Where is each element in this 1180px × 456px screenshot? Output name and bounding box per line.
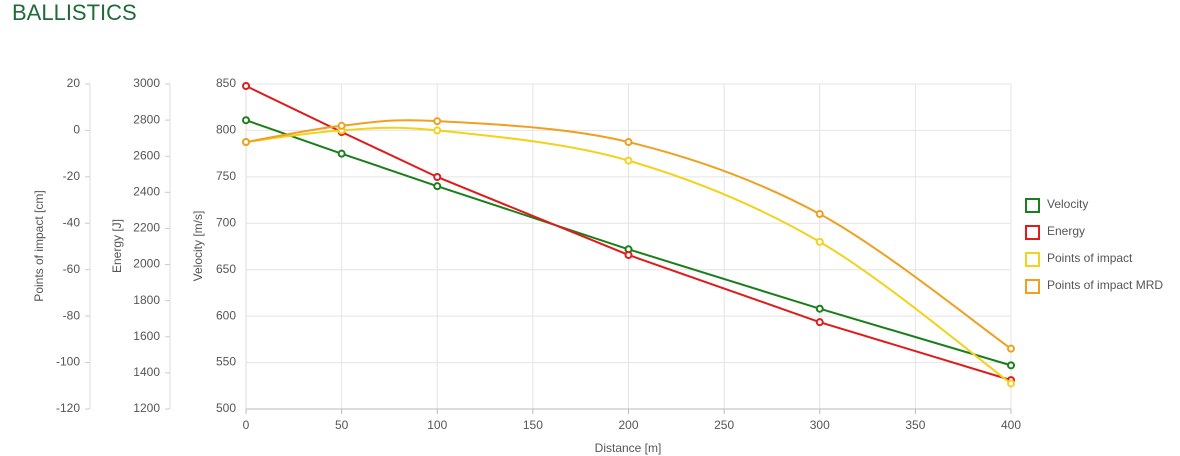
y2-tick-label: 2400 <box>133 185 160 199</box>
y2-tick-label: 1400 <box>133 365 160 379</box>
legend-label: Velocity <box>1047 197 1088 211</box>
y2-tick-label: 1800 <box>133 293 160 307</box>
x-tick-label: 50 <box>335 418 349 432</box>
y2-tick-label: 3000 <box>133 76 160 90</box>
x-tick-label: 300 <box>810 418 830 432</box>
x-tick-label: 100 <box>427 418 447 432</box>
y2-tick-label: 2600 <box>133 148 160 162</box>
legend-label: Points of impact MRD <box>1047 278 1163 292</box>
y3-tick-label: -20 <box>63 169 81 183</box>
y-tick-label: 800 <box>216 123 236 137</box>
legend-swatch <box>1025 225 1040 240</box>
y2-tick-label: 2800 <box>133 112 160 126</box>
x-tick-label: 350 <box>905 418 925 432</box>
point <box>337 149 346 158</box>
point <box>815 304 824 313</box>
legend-swatch <box>1025 279 1040 294</box>
legend-swatch <box>1025 198 1040 213</box>
x-tick-label: 200 <box>618 418 638 432</box>
y3-tick-label: -120 <box>56 401 80 415</box>
y3-tick-label: -40 <box>63 215 81 229</box>
y2-axis-title: Energy [J] <box>110 219 124 273</box>
y3-tick-label: 20 <box>67 76 81 90</box>
y3-tick-label: -60 <box>63 262 81 276</box>
y2-tick-label: 1200 <box>133 401 160 415</box>
y3-tick-label: -80 <box>63 308 81 322</box>
point <box>433 126 442 135</box>
y3-tick-label: 0 <box>73 123 80 137</box>
y-tick-label: 750 <box>216 169 236 183</box>
x-axis-title: Distance [m] <box>595 441 662 455</box>
y-tick-label: 700 <box>216 215 236 229</box>
y-tick-label: 850 <box>216 76 236 90</box>
point <box>433 172 442 181</box>
y2-tick-label: 1600 <box>133 329 160 343</box>
point <box>337 121 346 130</box>
y-tick-label: 500 <box>216 401 236 415</box>
legend-label: Points of impact <box>1047 251 1133 265</box>
point <box>624 138 633 147</box>
point <box>242 138 250 147</box>
point <box>815 318 824 327</box>
point <box>1007 344 1015 353</box>
point <box>242 81 250 90</box>
y3-tick-label: -100 <box>56 355 80 369</box>
x-tick-label: 0 <box>243 418 250 432</box>
legend-label: Energy <box>1047 224 1085 238</box>
x-tick-label: 400 <box>1001 418 1021 432</box>
series-line <box>245 119 1012 367</box>
point <box>1007 361 1015 370</box>
point <box>433 182 442 191</box>
y3-axis-title: Points of impact [cm] <box>32 190 46 301</box>
y-axis-title: Velocity [m/s] <box>191 211 205 282</box>
point <box>433 117 442 126</box>
point <box>242 116 250 125</box>
y-tick-label: 600 <box>216 308 236 322</box>
point <box>624 156 633 165</box>
y2-tick-label: 2000 <box>133 257 160 271</box>
x-tick-label: 250 <box>714 418 734 432</box>
y2-tick-label: 2200 <box>133 221 160 235</box>
point <box>624 250 633 259</box>
chart-title: BALLISTICS <box>12 0 137 25</box>
y-tick-label: 550 <box>216 355 236 369</box>
y-tick-label: 650 <box>216 262 236 276</box>
point <box>1007 379 1015 388</box>
series-line <box>245 85 1012 382</box>
point <box>815 210 824 218</box>
x-tick-label: 150 <box>523 418 543 432</box>
point <box>815 237 824 246</box>
legend-swatch <box>1025 252 1040 267</box>
